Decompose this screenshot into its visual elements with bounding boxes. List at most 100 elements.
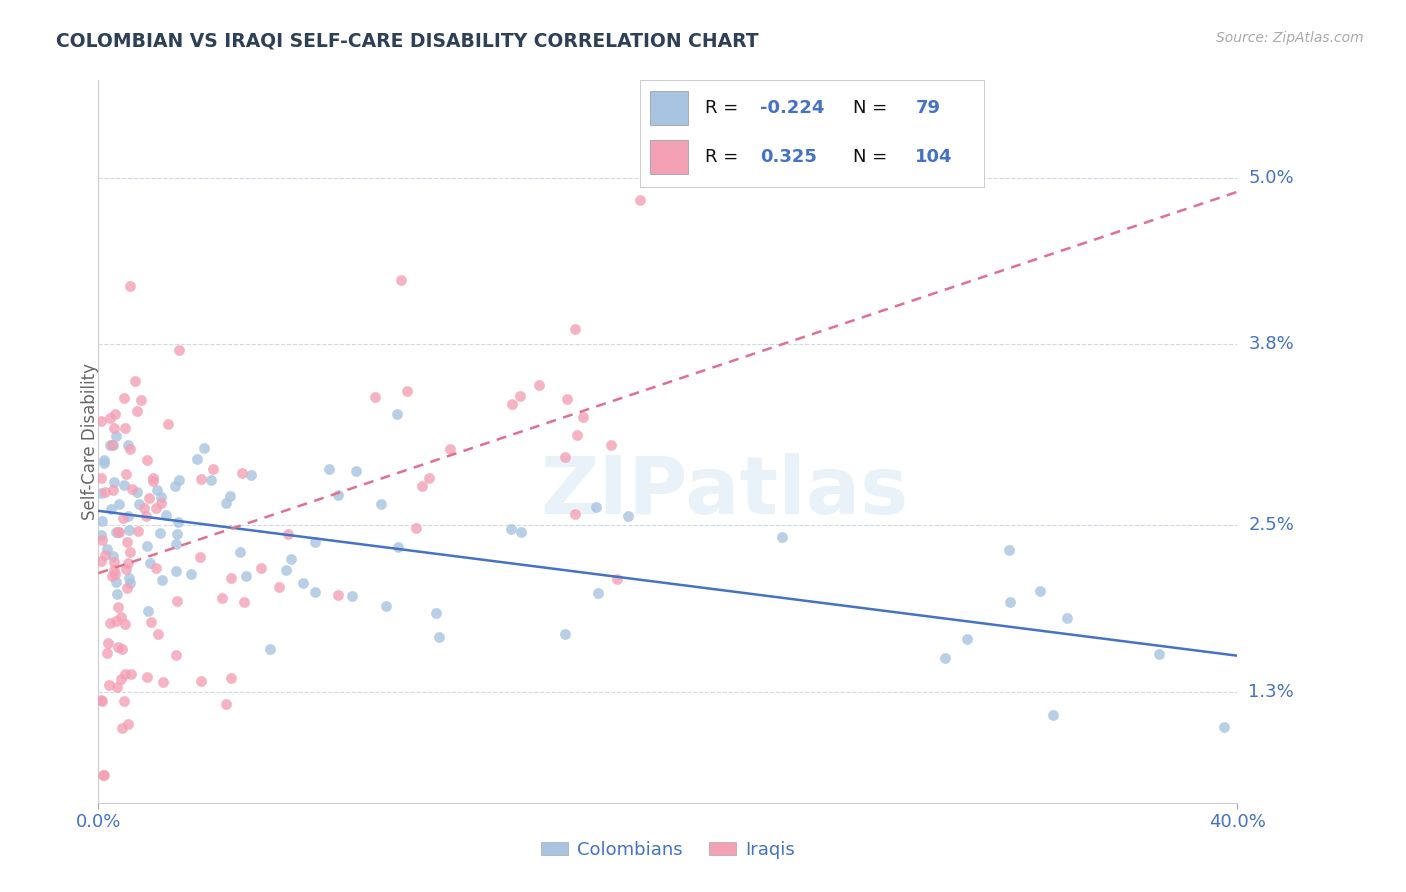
Point	[97, 636, 120, 650]
Point	[186, 452, 208, 467]
Point	[131, 392, 153, 407]
Point	[150, 490, 173, 504]
Point	[142, 475, 165, 489]
Point	[146, 626, 169, 640]
Point	[117, 508, 139, 523]
Point	[118, 279, 141, 293]
Point	[342, 590, 364, 604]
Point	[135, 539, 157, 553]
Point	[269, 580, 291, 594]
Point	[328, 588, 350, 602]
Point	[107, 600, 129, 615]
Text: 3.8%: 3.8%	[1249, 335, 1294, 353]
Text: N =: N =	[853, 99, 887, 117]
Point	[124, 374, 146, 388]
Point	[96, 541, 118, 556]
Point	[117, 438, 139, 452]
Point	[501, 522, 523, 536]
Point	[90, 533, 112, 547]
Point	[125, 403, 148, 417]
Point	[136, 604, 159, 618]
Point	[120, 667, 142, 681]
Point	[564, 508, 586, 522]
Point	[221, 672, 243, 686]
Point	[141, 615, 163, 630]
Point	[103, 563, 125, 577]
Point	[188, 549, 211, 564]
Point	[118, 571, 141, 585]
Point	[139, 556, 162, 570]
Point	[201, 462, 224, 476]
Point	[120, 576, 142, 591]
Point	[292, 575, 315, 590]
Point	[274, 563, 297, 577]
Point	[218, 489, 240, 503]
Point	[166, 527, 188, 541]
Text: 2.5%: 2.5%	[1249, 516, 1295, 534]
Point	[90, 485, 112, 500]
Text: 79: 79	[915, 99, 941, 117]
Point	[112, 511, 135, 525]
Point	[112, 478, 135, 492]
Text: COLOMBIAN VS IRAQI SELF-CARE DISABILITY CORRELATION CHART: COLOMBIAN VS IRAQI SELF-CARE DISABILITY …	[56, 31, 759, 50]
Point	[235, 568, 257, 582]
Point	[1000, 595, 1022, 609]
Point	[167, 516, 190, 530]
Point	[135, 508, 157, 523]
FancyBboxPatch shape	[650, 91, 688, 125]
Point	[344, 464, 367, 478]
Point	[555, 392, 578, 407]
Point	[405, 521, 427, 535]
Point	[934, 651, 956, 665]
Point	[150, 573, 173, 587]
Point	[998, 542, 1021, 557]
Point	[108, 525, 131, 540]
Text: -0.224: -0.224	[761, 99, 825, 117]
Point	[100, 569, 122, 583]
Point	[98, 411, 121, 425]
Point	[98, 438, 121, 452]
Point	[155, 508, 177, 523]
Point	[101, 438, 124, 452]
Point	[104, 428, 127, 442]
Point	[165, 564, 187, 578]
Point	[104, 574, 127, 589]
Point	[100, 501, 122, 516]
Point	[389, 273, 412, 287]
Point	[167, 473, 190, 487]
Point	[280, 552, 302, 566]
Point	[156, 417, 179, 432]
Point	[585, 500, 607, 514]
Point	[617, 509, 640, 524]
Point	[145, 561, 167, 575]
Point	[114, 421, 136, 435]
Point	[127, 524, 149, 539]
Point	[215, 697, 238, 711]
Point	[103, 555, 125, 569]
Point	[509, 524, 531, 539]
Point	[509, 389, 531, 403]
Point	[114, 562, 136, 576]
Point	[136, 453, 159, 467]
Point	[228, 545, 250, 559]
Point	[527, 378, 550, 392]
Point	[91, 514, 114, 528]
Point	[107, 524, 129, 539]
Point	[120, 442, 142, 456]
Point	[103, 421, 125, 435]
Point	[628, 193, 651, 207]
Point	[90, 414, 112, 428]
Point	[193, 442, 215, 456]
Point	[105, 614, 128, 628]
Point	[101, 549, 124, 564]
Y-axis label: Self-Care Disability: Self-Care Disability	[82, 363, 98, 520]
Point	[107, 587, 129, 601]
Point	[142, 471, 165, 485]
Point	[90, 692, 112, 706]
Text: N =: N =	[853, 148, 887, 166]
Point	[118, 523, 141, 537]
Point	[501, 397, 523, 411]
Text: 104: 104	[915, 148, 953, 166]
Point	[304, 535, 326, 549]
Point	[114, 667, 136, 681]
